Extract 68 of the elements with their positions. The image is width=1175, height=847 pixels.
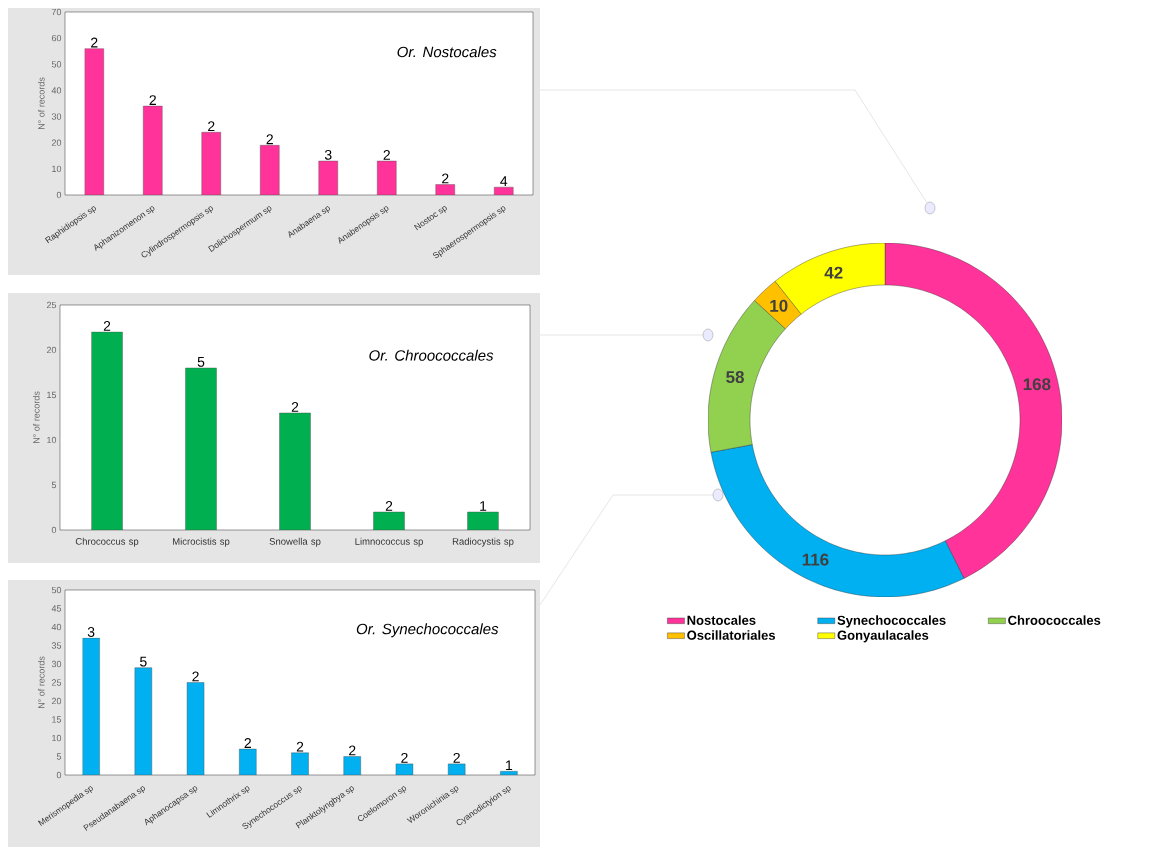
annotation: 2 bbox=[149, 95, 156, 105]
y-tick-label: 40 bbox=[51, 623, 62, 631]
y-tick-label: 30 bbox=[51, 113, 62, 120]
annotation: 4 bbox=[500, 176, 508, 186]
annotation: 2 bbox=[103, 321, 111, 331]
annotation: 2 bbox=[266, 134, 273, 145]
y-tick-label: 15 bbox=[52, 716, 62, 723]
annotation: 1 bbox=[506, 760, 513, 771]
annotation: 2 bbox=[291, 402, 299, 412]
y-tick-label: 30 bbox=[51, 660, 62, 668]
y-tick-label: 45 bbox=[51, 605, 62, 612]
annotation: 2 bbox=[296, 741, 304, 752]
data-label: 168 bbox=[1023, 378, 1051, 391]
y-tick-label: 35 bbox=[51, 642, 62, 649]
y-tick-label: 5 bbox=[56, 753, 62, 760]
annotation: 1 bbox=[480, 501, 487, 511]
x-tick-label: Radiocystis sp bbox=[452, 537, 514, 547]
annotation: 2 bbox=[192, 671, 199, 682]
text: Or. Nostocales bbox=[397, 46, 497, 58]
y-tick-label: 20 bbox=[51, 697, 62, 705]
legend-label: Nostocales bbox=[687, 615, 756, 625]
annotation: 2 bbox=[91, 37, 98, 48]
text: Or. Synechococcales bbox=[356, 623, 499, 638]
y-tick-label: 40 bbox=[51, 87, 62, 94]
x-tick-label: Microcistis sp bbox=[173, 537, 230, 547]
annotation: 2 bbox=[383, 150, 390, 160]
y-axis-title: N° of records bbox=[37, 656, 45, 709]
annotation: 3 bbox=[87, 626, 95, 637]
legend-label: Chroococcales bbox=[1008, 615, 1101, 625]
annotation: 5 bbox=[197, 357, 205, 367]
y-tick-label: 10 bbox=[47, 436, 57, 444]
y-axis-title: N° of records bbox=[37, 77, 45, 130]
data-label: 116 bbox=[802, 553, 829, 566]
annotation: 2 bbox=[401, 752, 408, 763]
y-tick-label: 25 bbox=[51, 679, 62, 686]
legend-label: Oscillatoriales bbox=[687, 630, 776, 640]
y-tick-label: 15 bbox=[47, 391, 57, 399]
y-tick-label: 60 bbox=[51, 34, 62, 42]
y-tick-label: 20 bbox=[51, 139, 62, 146]
text: Or. Chroococcales bbox=[369, 349, 494, 361]
legend-label: Gonyaulacales bbox=[837, 630, 929, 643]
annotation: 2 bbox=[349, 745, 356, 756]
x-tick-label: Limnococcus sp bbox=[355, 537, 423, 547]
y-axis-title: N° of records bbox=[32, 391, 40, 444]
legend-label: Synechococcales bbox=[837, 615, 946, 628]
y-tick-label: 5 bbox=[51, 481, 57, 489]
y-tick-label: 70 bbox=[51, 8, 62, 16]
y-tick-label: 0 bbox=[56, 771, 62, 779]
y-tick-label: 0 bbox=[56, 191, 62, 199]
annotation: 2 bbox=[244, 738, 251, 748]
y-tick-label: 50 bbox=[51, 586, 62, 594]
y-tick-label: 0 bbox=[51, 526, 57, 534]
annotation: 2 bbox=[453, 752, 460, 763]
y-tick-label: 10 bbox=[52, 734, 62, 742]
y-tick-label: 25 bbox=[46, 301, 57, 309]
annotation: 2 bbox=[442, 173, 449, 184]
annotation: 5 bbox=[140, 656, 147, 667]
x-tick-label: Snowella sp bbox=[269, 537, 321, 547]
y-tick-label: 10 bbox=[52, 165, 62, 173]
data-label: 42 bbox=[824, 266, 843, 279]
x-tick-label: Chrococcus sp bbox=[75, 537, 139, 547]
annotation: 2 bbox=[208, 121, 215, 132]
y-tick-label: 20 bbox=[46, 346, 57, 354]
data-label: 10 bbox=[770, 299, 788, 312]
annotation: 3 bbox=[324, 149, 332, 160]
data-label: 58 bbox=[726, 371, 744, 384]
annotation: 2 bbox=[385, 501, 393, 511]
y-tick-label: 50 bbox=[51, 61, 62, 68]
